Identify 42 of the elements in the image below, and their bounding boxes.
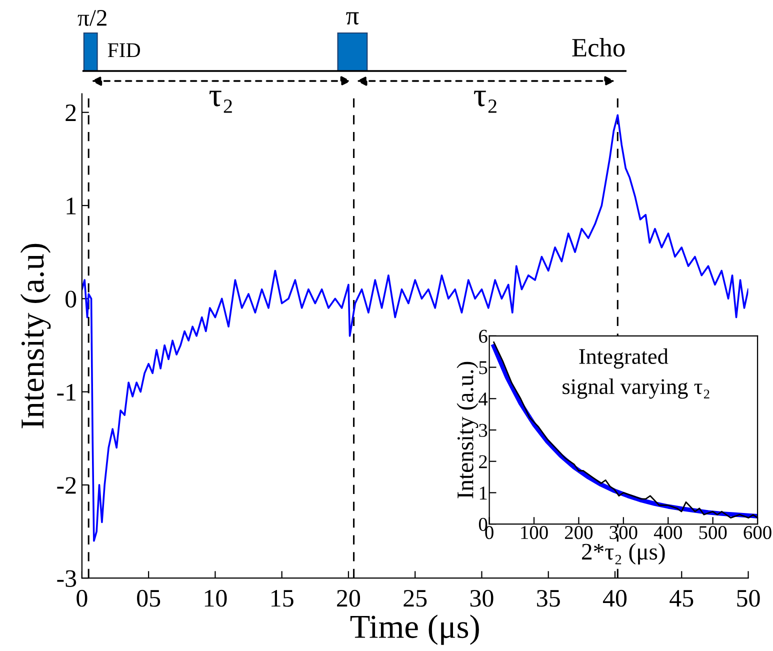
y-tick-label: 1 — [66, 198, 76, 214]
annotation: τ₂ — [209, 90, 232, 113]
y-tick-label: 2 — [66, 104, 76, 122]
y-tick-label: -3 — [57, 570, 76, 588]
x-tick-label: 600 — [744, 526, 772, 540]
x-tick-label: 20 — [337, 590, 360, 607]
x-axis-title: 2*τ₂ (μs) — [582, 543, 665, 565]
y-axis-title: Intensity (a.u) — [20, 244, 51, 428]
y-tick-label: 0 — [478, 518, 488, 531]
x-tick-label: 40 — [602, 590, 627, 607]
y-tick-label: 4 — [478, 392, 488, 406]
x-tick-label: 30 — [470, 590, 494, 607]
x-tick-label: 500 — [699, 526, 727, 540]
y-tick-label: 5 — [479, 361, 488, 374]
y-axis-title: Intensity (a.u.) — [456, 362, 478, 498]
x-tick-label: 10 — [204, 590, 227, 607]
text: Echo — [572, 38, 625, 57]
y-tick-label: 1 — [480, 486, 487, 500]
x-tick-label: 05 — [137, 590, 160, 607]
y-tick-label: 3 — [479, 424, 488, 437]
annotation: Integrated — [579, 348, 668, 369]
x-tick-label: 45 — [670, 590, 694, 607]
x-tick-label: 400 — [654, 526, 682, 540]
y-tick-label: 6 — [479, 330, 488, 343]
x-tick-label: 50 — [737, 590, 760, 607]
annotation: τ₂ — [474, 90, 496, 113]
text: FID — [108, 43, 140, 58]
text: π — [346, 12, 359, 25]
x-tick-label: 15 — [272, 590, 294, 607]
x-tick-label: 300 — [610, 526, 638, 540]
annotation: signal varying τ₂ — [562, 378, 710, 399]
y-tick-label: -1 — [57, 384, 76, 400]
x-tick-label: 35 — [537, 590, 560, 607]
y-tick-label: -2 — [57, 477, 76, 494]
y-tick-label: 2 — [479, 455, 487, 468]
text: π/2 — [78, 10, 106, 26]
x-tick-label: 100 — [521, 526, 548, 540]
x-tick-label: 0 — [76, 590, 88, 607]
x-tick-label: 25 — [404, 590, 427, 607]
x-axis-title: Time (μs) — [350, 614, 479, 645]
y-tick-label: 0 — [66, 290, 76, 308]
x-tick-label: 200 — [564, 526, 593, 540]
